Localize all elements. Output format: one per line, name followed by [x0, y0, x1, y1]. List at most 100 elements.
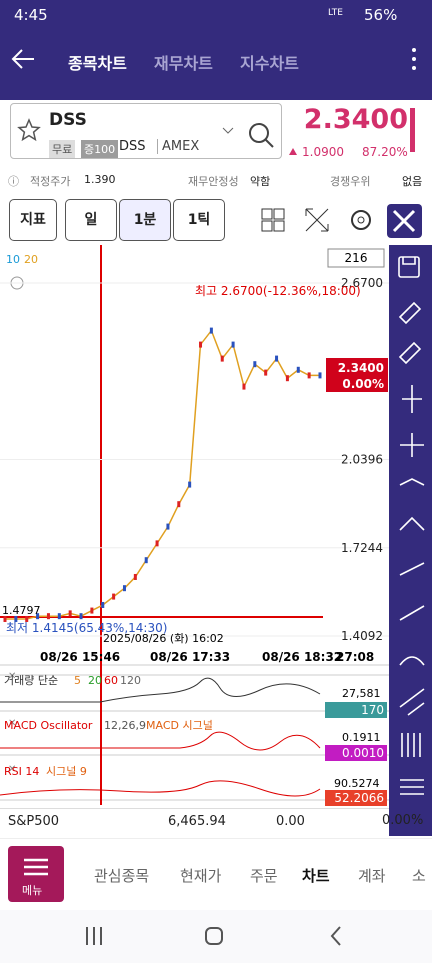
nav-tab[interactable]: 종목차트	[68, 54, 127, 73]
info-value: 1.390	[84, 173, 116, 186]
x-tick-label: 08/26 15:46	[40, 650, 120, 664]
menu-label: 메뉴	[22, 884, 43, 897]
candle	[166, 523, 170, 530]
x-tick-label: 08/26 17:33	[150, 650, 230, 664]
candle	[253, 361, 257, 368]
system-nav-icons[interactable]	[0, 910, 432, 963]
favorite-star[interactable]	[17, 118, 41, 142]
status-battery: 56%	[364, 6, 398, 24]
change-pct: 87.20%	[362, 145, 408, 159]
bottom-tab[interactable]: 차트	[302, 867, 330, 885]
volume-period: 20	[88, 674, 102, 687]
candle	[285, 375, 289, 382]
info-label: 경쟁우위	[330, 175, 371, 188]
index-change-pct: 0.00%	[382, 813, 424, 828]
ticker-bar: S&P500 6,465.94 0.00	[0, 808, 389, 836]
candle	[318, 372, 322, 379]
candle	[46, 613, 50, 620]
cross-icon: ✕	[8, 764, 16, 775]
candle	[177, 501, 181, 508]
macd-box	[325, 745, 387, 761]
current-pct: 0.00%	[342, 377, 384, 391]
rsi-label: RSI 14	[4, 765, 39, 778]
index-name: S&P500	[8, 814, 60, 829]
rsi-box	[325, 790, 387, 806]
macd-current: 0.0010	[342, 746, 384, 760]
candle	[199, 341, 203, 348]
count-box	[327, 248, 385, 268]
sidebar	[389, 245, 432, 836]
count: 216	[345, 251, 368, 265]
chart-area: ✕ ✕ ✕ 2.6700 2.0396 1.7244 1.4092 10 20 216 최고 …	[0, 245, 432, 836]
change: 1.0900	[302, 145, 344, 159]
nav-tab[interactable]: 지수차트	[240, 54, 299, 73]
ma-label: 10	[6, 253, 20, 266]
macd-label: MACD Oscillator	[4, 719, 93, 732]
y-tick-label: 1.4092	[341, 629, 383, 643]
rsi-line	[0, 780, 321, 797]
candle	[112, 593, 116, 600]
candle	[36, 613, 40, 620]
volume-period: 60	[104, 674, 118, 687]
high-label: 최고 2.6700(-12.36%,18:00)	[195, 284, 361, 298]
status-network: LTE	[328, 8, 343, 18]
price: 2.3400	[303, 104, 408, 135]
candle	[122, 585, 126, 592]
tool-icons[interactable]	[258, 203, 428, 239]
sidebar-icons[interactable]	[398, 256, 425, 795]
macd-line	[0, 731, 321, 751]
indicator-button[interactable]: 지표	[9, 199, 57, 241]
bottom-tab[interactable]: 관심종목	[94, 867, 150, 885]
candle	[57, 613, 61, 620]
badge: 증100	[81, 140, 119, 158]
rsi-signal: 시그널 9	[46, 765, 87, 778]
chart-layer: 2.6700 2.0396 1.7244 1.4092 10 20 216 최고 2.6700…	[0, 248, 389, 806]
period-button[interactable]: 1틱	[173, 199, 225, 241]
header: 4:45 LTE 56% 종목차트 재무차트 지수차트	[0, 0, 432, 100]
more-button[interactable]	[408, 44, 420, 74]
candle	[296, 366, 300, 373]
menu-button[interactable]: 메뉴	[8, 846, 64, 902]
candle	[220, 355, 224, 362]
macd-params: 12,26,9	[104, 719, 146, 732]
bottom-tab[interactable]: 계좌	[358, 867, 386, 885]
volume-period: 5	[74, 674, 81, 687]
ticker: DSS	[119, 139, 146, 154]
volume-max: 27,581	[342, 687, 381, 700]
back-button[interactable]	[8, 44, 38, 74]
candle	[209, 327, 213, 334]
x-tick-label: 08/26 18:32	[262, 650, 342, 664]
bottom-tabs: 메뉴 관심종목 현재가 주문 차트 계좌 소	[0, 838, 432, 910]
current-price: 2.3400	[338, 361, 384, 375]
nav-tab[interactable]: 재무차트	[154, 54, 213, 73]
cross-icon: ✕	[8, 671, 16, 682]
volume-box	[325, 702, 387, 718]
bottom-tab[interactable]: 주문	[250, 867, 278, 885]
rsi-max: 90.5274	[334, 777, 380, 790]
low-label: 최저 1.4145(65.43%,14:30)	[6, 621, 167, 635]
bottom-tab[interactable]: 소	[412, 867, 426, 885]
candle	[242, 383, 246, 390]
candle	[275, 355, 279, 362]
cross-icon: ✕	[8, 718, 16, 729]
info-value: 약함	[250, 175, 271, 188]
badge: 무료	[49, 140, 76, 158]
y-tick-label: 2.6700	[341, 276, 383, 290]
candle	[155, 540, 159, 547]
system-nav	[0, 910, 432, 963]
left-price: 1.4797	[2, 604, 41, 617]
candle	[79, 613, 83, 620]
period-button[interactable]: 1분	[119, 199, 171, 241]
candle	[264, 369, 268, 376]
search[interactable]	[219, 122, 279, 148]
bottom-tab[interactable]: 현재가	[180, 867, 222, 885]
status-time: 4:45	[14, 6, 48, 24]
period-button[interactable]: 일	[65, 199, 117, 241]
stock-box[interactable]: DSS 무료 증100 DSS AMEX	[10, 103, 282, 159]
info-value: 없음	[402, 175, 423, 188]
volume-label: 거래량 단순	[4, 674, 58, 687]
help-icon[interactable]: ⓘ	[8, 175, 19, 188]
crosshair-time: 2025/08/26 (화) 16:02	[103, 632, 224, 645]
candle	[133, 573, 137, 580]
